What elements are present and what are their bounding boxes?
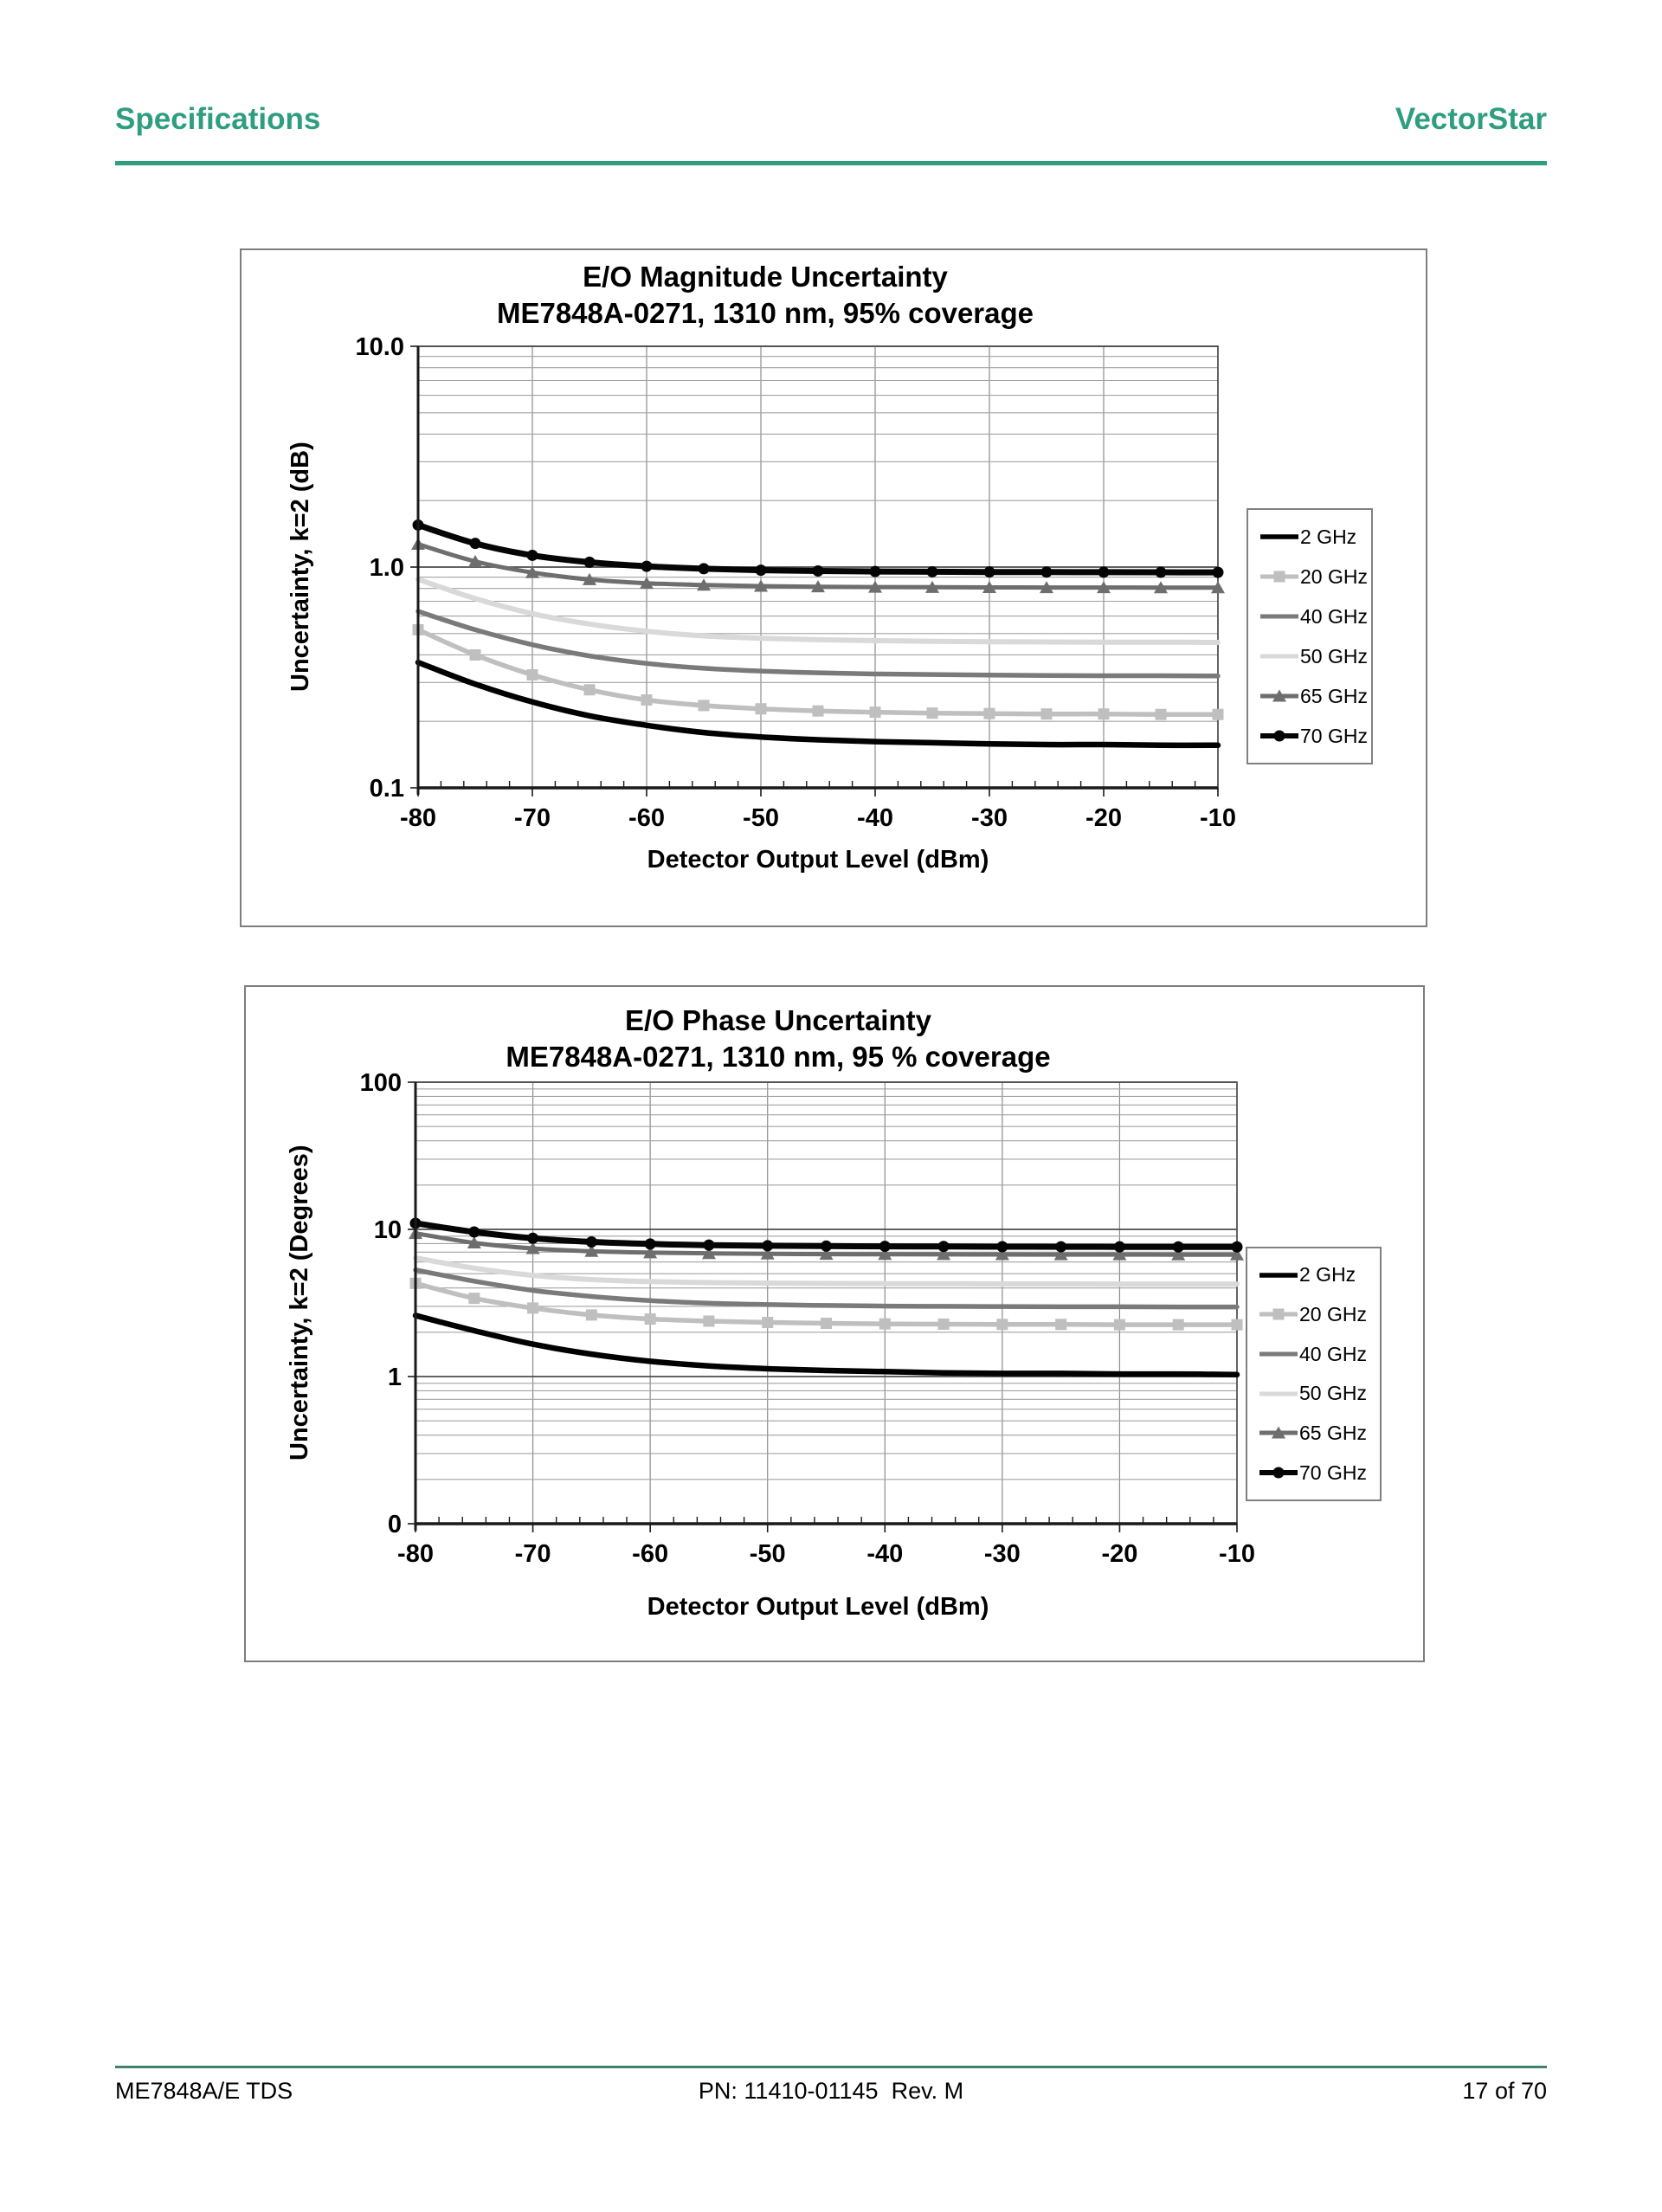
legend-line-sample-icon [1259,1308,1298,1320]
legend-line-sample-icon [1259,1426,1298,1439]
footer-page-number: 17 of 70 [1462,2078,1547,2104]
legend-item-65-ghz: 65 GHz [1258,1421,1376,1444]
legend-item-50-ghz: 50 GHz [1258,1383,1376,1403]
legend-line-sample-icon [1260,571,1298,583]
phase-y-axis-title: Uncertainty, k=2 (Degrees) [286,1145,313,1461]
legend-item-20-ghz: 20 GHz [1258,1302,1376,1325]
legend-label: 70 GHz [1300,724,1368,747]
legend-label: 50 GHz [1299,1382,1367,1405]
legend-label: 65 GHz [1299,1421,1367,1444]
svg-text:-40: -40 [857,804,893,832]
header-rule [115,161,1547,165]
footer-rule [115,2066,1547,2068]
svg-text:-60: -60 [632,1540,668,1568]
svg-text:-60: -60 [628,804,665,832]
legend-label: 2 GHz [1300,525,1357,548]
svg-text:-50: -50 [743,804,779,832]
legend-item-20-ghz: 20 GHz [1259,564,1368,588]
svg-text:100: 100 [360,1069,402,1097]
footer-document-name: ME7848A/E TDS [115,2078,293,2104]
svg-text:10.0: 10.0 [356,333,404,361]
svg-text:-40: -40 [866,1540,903,1568]
svg-text:0.1: 0.1 [370,775,404,803]
legend-label: 65 GHz [1300,684,1368,707]
magnitude-uncertainty-figure: E/O Magnitude Uncertainty ME7848A-0271, … [240,248,1427,927]
svg-text:-80: -80 [400,804,436,832]
magnitude-chart-title: E/O Magnitude Uncertainty ME7848A-0271, … [328,259,1202,332]
legend-line-sample-icon [1259,1273,1298,1278]
legend-label: 40 GHz [1299,1342,1367,1365]
legend-line-sample-icon [1260,689,1298,702]
magnitude-chart-title-line2: ME7848A-0271, 1310 nm, 95% coverage [496,297,1034,329]
header-section-title: Specifications [115,102,321,136]
legend-item-40-ghz: 40 GHz [1259,604,1368,628]
svg-text:-80: -80 [397,1540,434,1568]
svg-text:0: 0 [388,1511,402,1538]
svg-text:-70: -70 [515,1540,551,1568]
legend-label: 40 GHz [1300,604,1368,628]
magnitude-chart-title-line1: E/O Magnitude Uncertainty [583,261,948,293]
svg-text:-30: -30 [971,804,1008,832]
phase-uncertainty-figure: E/O Phase Uncertainty ME7848A-0271, 1310… [244,985,1425,1662]
legend-label: 2 GHz [1299,1263,1356,1287]
svg-text:10: 10 [374,1216,402,1244]
legend-item-70-ghz: 70 GHz [1258,1461,1376,1484]
header-product-name: VectorStar [1395,102,1547,136]
legend-item-2-ghz: 2 GHz [1259,525,1368,548]
legend-item-65-ghz: 65 GHz [1259,684,1368,707]
svg-text:-20: -20 [1101,1540,1137,1568]
legend-label: 20 GHz [1299,1302,1367,1325]
phase-chart-title-line2: ME7848A-0271, 1310 nm, 95 % coverage [506,1041,1051,1073]
svg-text:1.0: 1.0 [370,554,404,582]
phase-x-axis-title: Detector Output Level (dBm) [647,1593,989,1621]
svg-text:-30: -30 [984,1540,1021,1568]
legend-line-sample-icon [1260,614,1298,619]
legend-line-sample-icon [1260,654,1298,659]
footer-part-number: PN: 11410-01145 Rev. M [698,2078,964,2104]
svg-text:1: 1 [388,1364,402,1391]
magnitude-y-axis-title: Uncertainty, k=2 (dB) [287,442,314,693]
legend-line-sample-icon [1259,1467,1298,1479]
legend-item-70-ghz: 70 GHz [1259,726,1368,746]
legend-line-sample-icon [1260,730,1298,742]
legend-line-sample-icon [1259,1351,1298,1357]
svg-text:-10: -10 [1200,804,1236,832]
legend-line-sample-icon [1260,534,1298,539]
legend-label: 20 GHz [1300,564,1368,588]
magnitude-chart-plot: -80 -70 -60 -50 -40 -30 -20 -10 10.0 1.0 0.1 [356,333,1236,832]
svg-text:-50: -50 [750,1540,786,1568]
svg-text:-10: -10 [1219,1540,1255,1568]
legend-label: 70 GHz [1299,1461,1367,1484]
legend-line-sample-icon [1259,1391,1298,1396]
svg-text:-70: -70 [514,804,551,832]
magnitude-x-axis-title: Detector Output Level (dBm) [647,846,989,874]
legend-label: 50 GHz [1300,644,1368,667]
legend-item-40-ghz: 40 GHz [1258,1342,1376,1365]
phase-chart-title-line1: E/O Phase Uncertainty [625,1004,931,1036]
legend-item-2-ghz: 2 GHz [1258,1265,1376,1285]
legend-item-50-ghz: 50 GHz [1259,644,1368,667]
phase-chart-legend: 2 GHz 20 GHz 40 GHz 50 GHz 65 GHz 70 GHz [1246,1247,1382,1501]
magnitude-chart-legend: 2 GHz 20 GHz 40 GHz 50 GHz 65 GHz 70 GHz [1246,508,1373,764]
phase-chart-title: E/O Phase Uncertainty ME7848A-0271, 1310… [341,1003,1215,1075]
svg-text:-20: -20 [1085,804,1122,832]
